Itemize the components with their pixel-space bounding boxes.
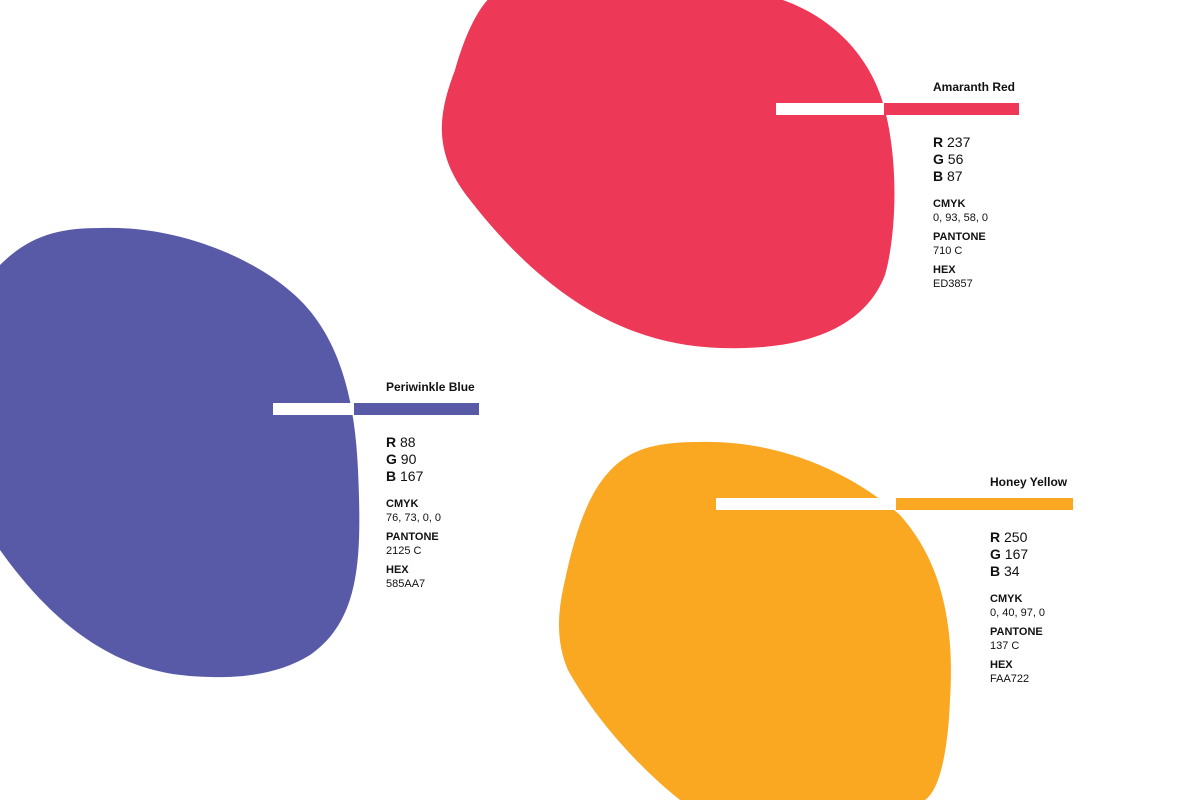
- rgb-row: R 250: [990, 529, 1027, 546]
- hex-label: HEX: [990, 659, 1013, 671]
- rgb-label: G: [386, 451, 397, 467]
- rgb-label: R: [990, 529, 1001, 545]
- cmyk-value: 0, 40, 97, 0: [990, 607, 1046, 619]
- cmyk-label: CMYK: [933, 198, 966, 210]
- blue-bar: [354, 403, 479, 415]
- rgb-row: G 167: [990, 546, 1028, 563]
- hex-value: FAA722: [990, 673, 1030, 685]
- rgb-row: G 56: [933, 151, 963, 168]
- rgb-row: B 167: [386, 468, 423, 485]
- blue-blob: [0, 227, 360, 678]
- red-bar: [884, 103, 1019, 115]
- rgb-row: R 237: [933, 134, 970, 151]
- rgb-label: G: [990, 546, 1001, 562]
- yellow-blob: [559, 441, 951, 800]
- color-name: Periwinkle Blue: [386, 380, 475, 394]
- cmyk-label: CMYK: [386, 498, 419, 510]
- yellow-bar-white: [716, 498, 896, 510]
- pantone-label: PANTONE: [990, 626, 1043, 638]
- rgb-row: B 87: [933, 168, 963, 185]
- rgb-value: 90: [400, 451, 417, 467]
- rgb-value: 167: [400, 468, 424, 484]
- rgb-value: 87: [947, 168, 963, 184]
- hex-label: HEX: [933, 264, 956, 276]
- rgb-label: R: [933, 134, 944, 150]
- cmyk-value: 0, 93, 58, 0: [933, 212, 989, 224]
- pantone-value: 2125 C: [386, 545, 422, 557]
- red-blob: [441, 0, 895, 349]
- pantone-value: 710 C: [933, 245, 963, 257]
- yellow-bar: [896, 498, 1073, 510]
- cmyk-value: 76, 73, 0, 0: [386, 512, 442, 524]
- pantone-label: PANTONE: [933, 231, 986, 243]
- hex-value: 585AA7: [386, 578, 426, 590]
- rgb-value: 34: [1004, 563, 1020, 579]
- cmyk-label: CMYK: [990, 593, 1023, 605]
- blue-bar-white: [273, 403, 354, 415]
- hex-value: ED3857: [933, 278, 973, 290]
- red-bar-white: [776, 103, 884, 115]
- rgb-row: G 90: [386, 451, 416, 468]
- rgb-label: G: [933, 151, 944, 167]
- rgb-value: 167: [1004, 546, 1029, 562]
- pantone-label: PANTONE: [386, 531, 439, 543]
- hex-label: HEX: [386, 564, 409, 576]
- rgb-row: R 88: [386, 434, 416, 451]
- rgb-label: B: [933, 168, 944, 184]
- color-name: Honey Yellow: [990, 475, 1068, 489]
- rgb-value: 88: [400, 434, 416, 450]
- rgb-value: 237: [947, 134, 971, 150]
- rgb-label: B: [386, 468, 397, 484]
- color-name: Amaranth Red: [933, 80, 1016, 94]
- rgb-label: R: [386, 434, 397, 450]
- rgb-value: 250: [1004, 529, 1028, 545]
- pantone-value: 137 C: [990, 640, 1020, 652]
- rgb-value: 56: [947, 151, 964, 167]
- rgb-label: B: [990, 563, 1001, 579]
- rgb-row: B 34: [990, 563, 1020, 580]
